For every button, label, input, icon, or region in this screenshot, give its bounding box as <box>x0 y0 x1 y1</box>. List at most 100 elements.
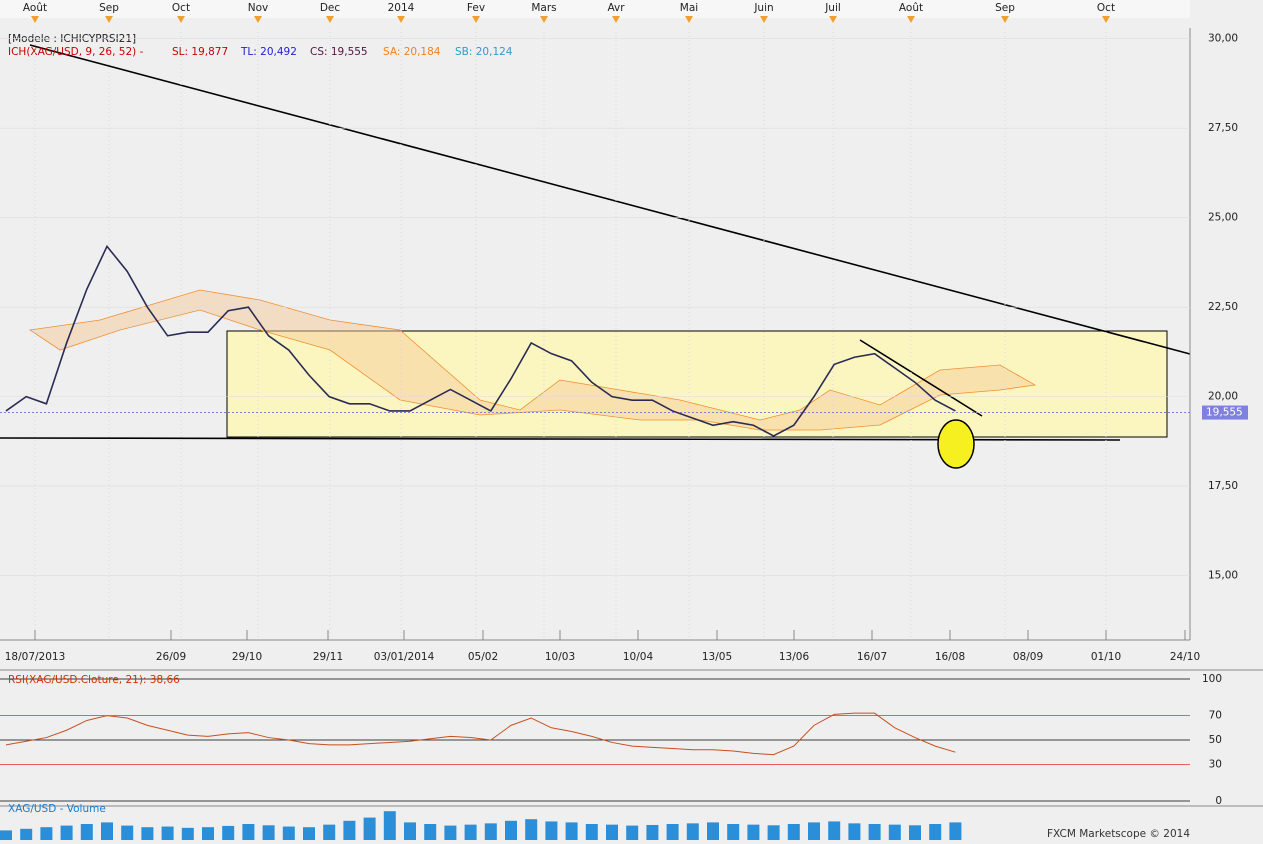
volume-bar <box>585 824 598 840</box>
y-tick-label: 100 <box>1202 673 1222 685</box>
x-tick-label: 26/09 <box>156 651 186 663</box>
x-tick-label: 08/09 <box>1013 651 1043 663</box>
x-tick-label: 01/10 <box>1091 651 1121 663</box>
month-marker <box>254 16 262 23</box>
month-label: Oct <box>1097 2 1115 14</box>
data-line <box>5 244 956 437</box>
trend-line <box>859 339 983 417</box>
data-line <box>5 712 956 756</box>
tl-label: TL: 20,492 <box>240 46 297 58</box>
volume-bar <box>848 823 861 840</box>
volume-bar <box>0 830 12 840</box>
volume-bar <box>424 824 437 840</box>
volume-bar <box>343 820 356 840</box>
volume-bar <box>262 825 275 840</box>
volume-bar <box>787 824 800 840</box>
month-marker <box>760 16 768 23</box>
panel-title: XAG/USD - Volume <box>8 803 106 815</box>
volume-bar <box>525 819 538 840</box>
trend-line <box>29 44 1191 355</box>
x-tick-label: 29/11 <box>313 651 343 663</box>
volume-bar <box>505 820 517 840</box>
month-label: Sep <box>995 2 1015 14</box>
volume-bar <box>20 828 33 840</box>
indicator-label: ICH(XAG/USD, 9, 26, 52) - <box>8 46 144 58</box>
volume-bar <box>545 821 558 840</box>
cs-label: CS: 19,555 <box>310 46 368 58</box>
month-label: Sep <box>99 2 119 14</box>
y-tick-label: 0 <box>1215 795 1222 807</box>
volume-bar <box>828 821 841 840</box>
month-label: Août <box>23 2 47 14</box>
y-tick-label: 50 <box>1209 734 1222 746</box>
volume-bar <box>40 827 53 840</box>
x-tick-label: 03/01/2014 <box>374 651 435 663</box>
volume-bar <box>868 824 881 840</box>
x-tick-label: 16/07 <box>857 651 887 663</box>
x-tick-label: 13/05 <box>702 651 732 663</box>
volume-bar <box>121 825 134 840</box>
month-marker <box>472 16 480 23</box>
last-price-label: 19,555 <box>1206 407 1243 419</box>
month-marker <box>1001 16 1009 23</box>
month-marker <box>540 16 548 23</box>
month-marker <box>612 16 620 23</box>
month-marker <box>397 16 405 23</box>
volume-bar <box>242 824 255 840</box>
month-marker <box>326 16 334 23</box>
volume-bar <box>101 822 113 840</box>
month-label: Mai <box>680 2 698 14</box>
month-label: Oct <box>172 2 190 14</box>
y-tick-label: 30,00 <box>1208 33 1238 45</box>
volume-bar <box>707 822 719 840</box>
copyright: FXCM Marketscope © 2014 <box>1047 828 1190 840</box>
volume-bar <box>181 827 194 840</box>
volume-bar <box>666 824 679 840</box>
month-marker <box>907 16 915 23</box>
volume-bar <box>747 824 760 840</box>
volume-bar <box>161 826 174 840</box>
y-tick-label: 30 <box>1209 758 1222 770</box>
volume-bar <box>606 824 618 840</box>
support-line <box>0 437 1121 441</box>
volume-bar <box>888 824 901 840</box>
y-tick-label: 27,50 <box>1208 122 1238 134</box>
x-tick-label: 16/08 <box>935 651 965 663</box>
y-tick-label: 22,50 <box>1208 301 1238 313</box>
month-marker <box>177 16 185 23</box>
volume-bar <box>727 824 740 840</box>
ichimoku-cloud <box>28 289 1037 431</box>
volume-bar <box>444 825 457 840</box>
panel-title: RSI(XAG/USD.Cloture, 21): 38,66 <box>8 674 180 686</box>
month-label: Nov <box>248 2 269 14</box>
volume-bar <box>484 823 497 840</box>
volume-bar <box>929 824 942 840</box>
x-tick-label: 05/02 <box>468 651 498 663</box>
volume-bar <box>222 825 235 840</box>
x-tick-label: 10/03 <box>545 651 575 663</box>
volume-bar <box>282 826 295 840</box>
volume-bar <box>60 825 73 840</box>
volume-bar <box>686 823 699 840</box>
month-marker <box>105 16 113 23</box>
volume-bar <box>767 825 780 840</box>
volume-bar <box>565 822 578 840</box>
month-label: Fev <box>467 2 485 14</box>
month-marker <box>1102 16 1110 23</box>
volume-bar <box>303 827 315 840</box>
month-marker <box>829 16 837 23</box>
month-label: Dec <box>320 2 341 14</box>
volume-bar <box>202 827 214 840</box>
y-tick-label: 17,50 <box>1208 480 1238 492</box>
volume-bar <box>363 817 376 840</box>
x-tick-label: 13/06 <box>779 651 810 663</box>
y-tick-label: 15,00 <box>1208 570 1238 582</box>
y-tick-label: 25,00 <box>1208 212 1238 224</box>
volume-bar <box>323 824 336 840</box>
x-tick-label: 29/10 <box>232 651 262 663</box>
month-label: 2014 <box>388 2 415 14</box>
month-marker <box>31 16 39 23</box>
volume-bar <box>141 827 154 840</box>
